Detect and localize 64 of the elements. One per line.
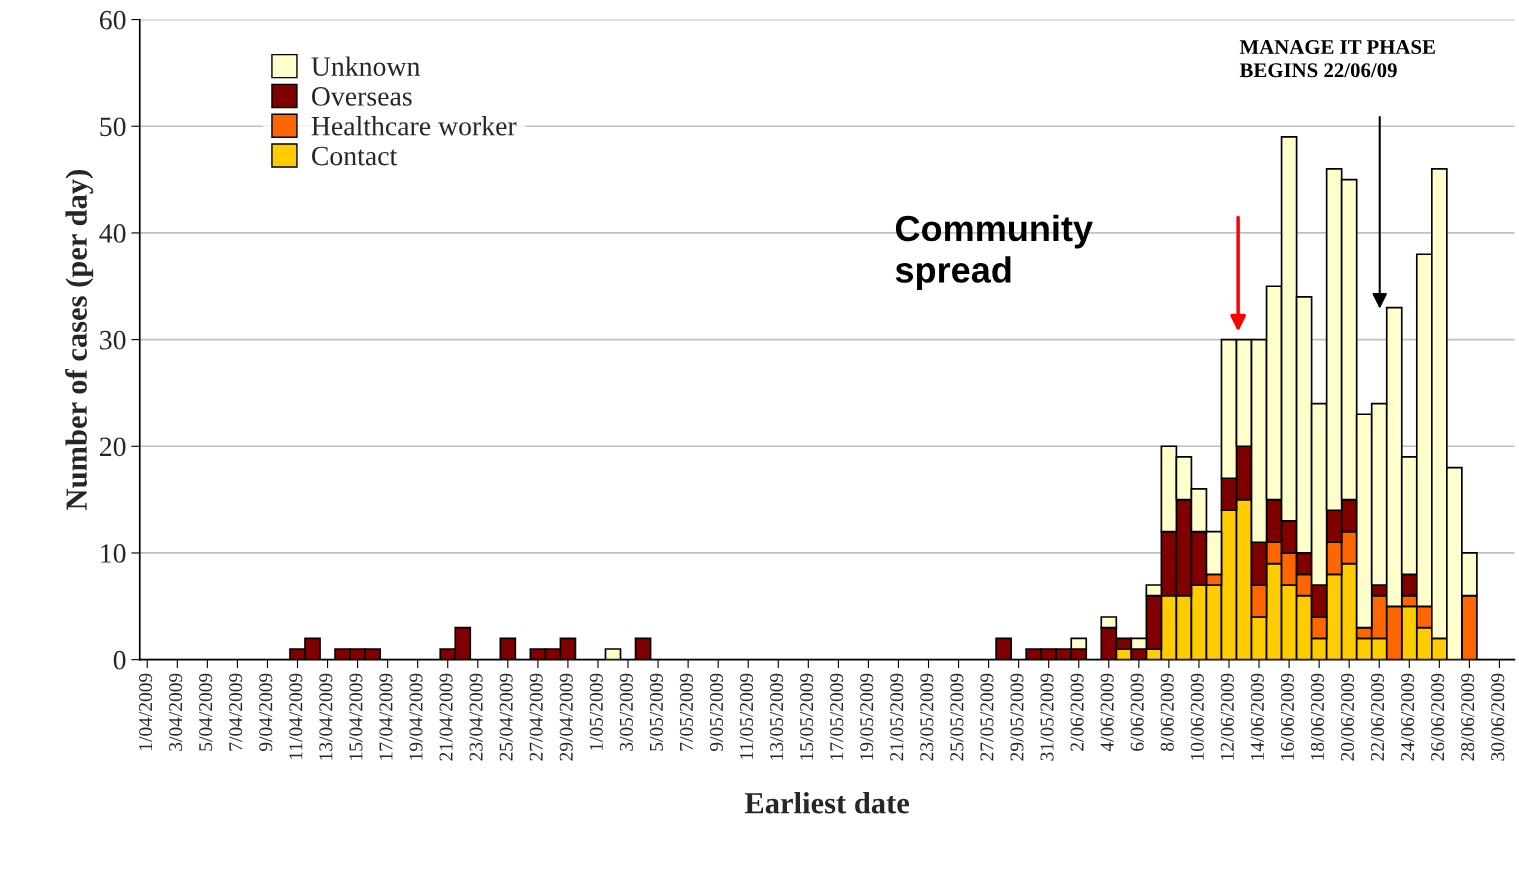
y-tick-label: 60: [99, 10, 126, 30]
x-tick-label: 7/05/2009: [679, 673, 693, 751]
x-tick-label: 19/04/2009: [409, 673, 423, 760]
x-tick-label: 7/04/2009: [229, 673, 243, 751]
x-tick-label: 28/06/2009: [1461, 673, 1475, 761]
x-tick-label: 1/05/2009: [589, 673, 603, 750]
bar: [995, 637, 1012, 660]
x-tick-label: 14/06/2009: [1250, 673, 1264, 760]
x-tick-label: 15/04/2009: [349, 673, 363, 760]
x-tick-label: 17/04/2009: [379, 673, 393, 760]
x-tick-label: 12/06/2009: [1220, 673, 1234, 760]
y-tick-label: 40: [99, 224, 126, 243]
x-tick-label: 11/05/2009: [739, 673, 754, 759]
x-tick-label: 18/06/2009: [1310, 673, 1324, 760]
x-tick-label: 25/05/2009: [950, 673, 964, 761]
x-tick-label: 17/05/2009: [830, 673, 844, 760]
x-tick-label: 4/06/2009: [1100, 673, 1114, 752]
y-tick-label: 50: [100, 117, 126, 137]
x-tick-label: 31/05/2009: [1040, 673, 1054, 761]
y-tick-label: 0: [113, 650, 126, 670]
x-tick-label: 20/06/2009: [1340, 673, 1355, 761]
x-tick-label: 11/04/2009: [289, 673, 303, 759]
x-tick-label: 22/06/2009: [1370, 673, 1385, 761]
x-tick-label: 3/04/2009: [169, 673, 183, 751]
x-tick-label: 29/05/2009: [1010, 673, 1024, 761]
x-tick-label: 10/06/2009: [1190, 673, 1204, 760]
x-tick-label: 2/06/2009: [1070, 673, 1084, 751]
x-tick-label: 6/06/2009: [1130, 673, 1144, 751]
x-tick-label: 9/05/2009: [709, 673, 724, 752]
x-tick-label: 13/04/2009: [319, 673, 333, 760]
x-tick-label: 19/05/2009: [860, 673, 874, 760]
x-tick-label: 24/06/2009: [1401, 673, 1415, 761]
annotation: MANAGE IT PHASE BEGINS 22/06/09: [1239, 40, 1435, 78]
x-tick-label: 25/04/2009: [499, 673, 513, 761]
x-tick-label: 21/04/2009: [439, 673, 453, 761]
bar: [604, 648, 622, 660]
y-axis-title: Number of cases (per day): [65, 170, 94, 510]
y-tick-label: 30: [100, 330, 126, 350]
legend-label: Unknown: [311, 56, 420, 76]
x-tick-label: 23/05/2009: [920, 673, 934, 761]
x-tick-label: 27/04/2009: [529, 673, 543, 761]
bar: [634, 637, 652, 660]
x-tick-label: 5/04/2009: [199, 673, 213, 751]
x-tick-label: 8/06/2009: [1160, 673, 1174, 751]
legend-label: Healthcare worker: [311, 116, 517, 136]
x-tick-label: 23/04/2009: [469, 673, 483, 761]
x-tick-label: 15/05/2009: [800, 673, 814, 760]
x-tick-label: 13/05/2009: [770, 673, 784, 760]
x-axis-title: Earliest date: [744, 791, 910, 814]
y-tick-label: 10: [101, 544, 126, 563]
x-tick-label: 16/06/2009: [1280, 673, 1294, 760]
x-tick-label: 27/05/2009: [980, 673, 994, 761]
y-tick-label: 20: [100, 437, 126, 457]
x-tick-label: 21/05/2009: [890, 673, 904, 761]
x-tick-label: 29/04/2009: [559, 673, 573, 761]
x-tick-label: 1/04/2009: [139, 673, 153, 750]
x-tick-label: 5/05/2009: [649, 673, 663, 751]
x-tick-label: 26/06/2009: [1431, 673, 1445, 761]
legend-label: Contact: [311, 146, 398, 166]
annotation: Community spread: [895, 214, 1093, 290]
x-tick-label: 30/06/2009: [1491, 673, 1505, 761]
legend-label: Overseas: [311, 87, 412, 106]
x-tick-label: 9/04/2009: [259, 673, 273, 752]
x-tick-label: 3/05/2009: [619, 673, 633, 751]
